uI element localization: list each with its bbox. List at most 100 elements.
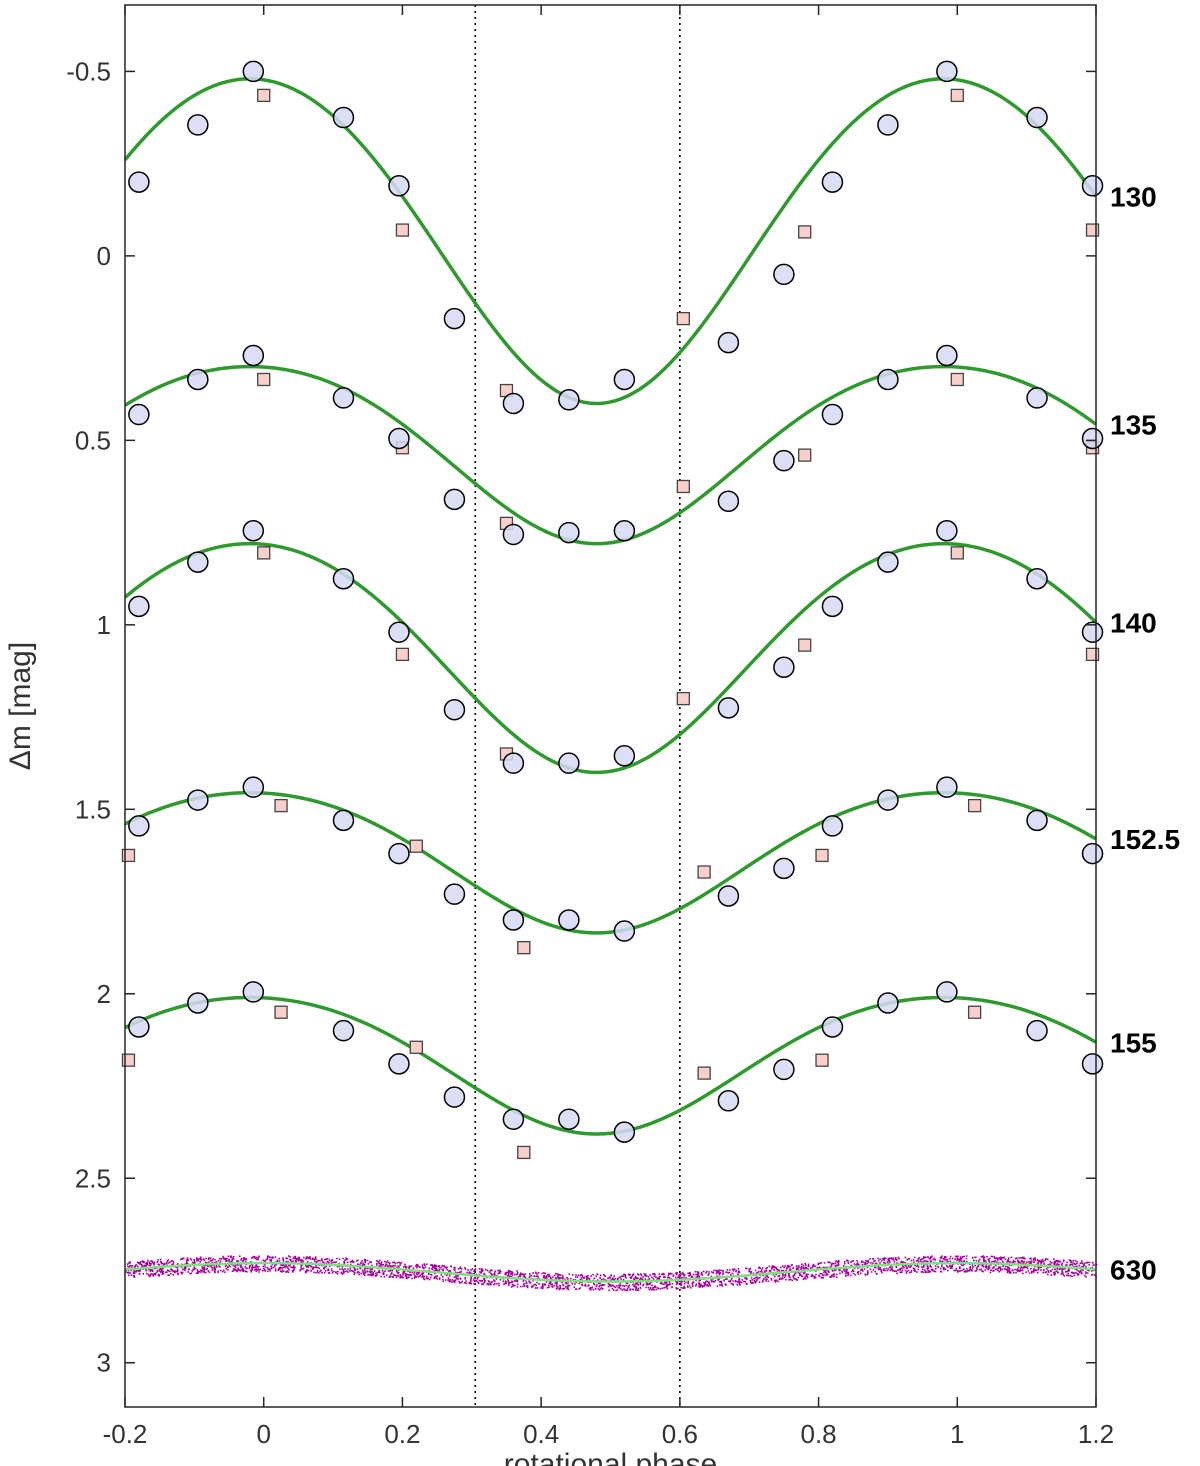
y-tick-label: 1	[97, 610, 111, 640]
circle-point	[1081, 1053, 1104, 1075]
circle-point	[936, 344, 958, 367]
circle-point	[443, 307, 466, 330]
circle-point	[1026, 106, 1048, 129]
circle-point	[242, 344, 265, 367]
circle-point	[128, 403, 150, 426]
circle-point	[388, 427, 410, 450]
square-point	[409, 1040, 423, 1054]
square-point	[967, 798, 982, 813]
circle-point	[558, 752, 580, 774]
square-point	[697, 1066, 711, 1080]
circle-point	[128, 595, 150, 618]
x-tick-label: 0	[256, 1419, 270, 1449]
x-tick-label: 1.2	[1078, 1419, 1114, 1449]
x-tick-label: 0.8	[800, 1419, 836, 1449]
series-label-4: 155	[1110, 1027, 1157, 1058]
series-labels: 130 135 140 152.5 155 630	[1110, 181, 1180, 1285]
square-point	[798, 638, 812, 652]
square-point	[798, 448, 812, 462]
square-point	[676, 479, 690, 494]
circle-point	[773, 449, 795, 472]
circle-point	[821, 815, 844, 837]
circle-point	[242, 776, 265, 798]
tick-labels: -0.2 0 0.2 0.4 0.6 0.8 1 1.2 -0.5 0 0.5 1 1.5 2 2.5 3	[66, 56, 1114, 1449]
circle-point	[128, 1016, 150, 1038]
circle-point	[877, 368, 899, 391]
square-point	[798, 225, 812, 239]
fit-curves	[123, 77, 1098, 1283]
square-point	[697, 865, 711, 879]
fit-line-135	[124, 364, 1098, 546]
square-point	[950, 546, 964, 560]
fit-line-630	[124, 1261, 1097, 1283]
square-point	[257, 546, 271, 560]
photometry-scatter	[125, 1255, 1098, 1292]
circle-point	[1081, 427, 1104, 450]
circle-point	[502, 1108, 525, 1130]
fit-line-140	[123, 541, 1098, 775]
y-axis-title: Δm [mag]	[4, 642, 37, 770]
circle-point	[558, 521, 580, 544]
circle-point	[821, 1016, 844, 1038]
circle-point	[1081, 175, 1104, 197]
circle-point	[773, 656, 795, 679]
circle-point	[1081, 621, 1104, 643]
square-point	[967, 1005, 982, 1019]
square-point	[257, 372, 271, 387]
square-point	[950, 88, 964, 103]
axis-ticks	[124, 5, 1097, 1407]
circle-point	[773, 263, 795, 286]
circle-point	[388, 621, 410, 643]
fit-line-130	[123, 77, 1098, 406]
circle-point	[558, 389, 580, 411]
circle-point	[773, 1058, 795, 1081]
circle-point	[187, 789, 209, 811]
square-point	[517, 1145, 531, 1160]
circle-point	[613, 920, 636, 942]
circle-point	[242, 60, 265, 83]
circle-point	[877, 551, 899, 573]
circle-point	[187, 368, 209, 391]
y-tick-label: -0.5	[66, 56, 111, 86]
circle-point	[1026, 387, 1048, 409]
circle-point	[773, 857, 795, 880]
circle-point	[613, 1121, 636, 1143]
circle-point	[877, 114, 899, 136]
square-point	[950, 372, 964, 387]
circle-point	[717, 1090, 740, 1112]
y-tick-label: 0.5	[75, 425, 111, 455]
plot-frame	[124, 4, 1097, 1408]
circle-point	[936, 776, 958, 798]
circle-point	[128, 815, 150, 837]
x-tick-label: 0.4	[523, 1419, 559, 1449]
series-label-0: 130	[1110, 181, 1157, 212]
reference-lines	[474, 5, 681, 1407]
circle-point	[936, 60, 958, 83]
circle-point	[936, 981, 958, 1003]
circle-point	[332, 1019, 355, 1042]
circle-point	[128, 171, 150, 193]
circle-point	[502, 523, 525, 546]
circle-point	[877, 789, 899, 811]
circle-point	[613, 368, 636, 391]
circle-point	[717, 490, 740, 512]
circle-point	[187, 114, 209, 136]
circle-point	[443, 698, 466, 721]
square-point	[815, 848, 829, 863]
square-point	[409, 839, 423, 853]
circle-point	[332, 809, 355, 832]
circle-point	[1026, 567, 1048, 590]
square-point	[274, 798, 288, 813]
x-tick-label: -0.2	[103, 1419, 148, 1449]
square-point	[257, 88, 271, 103]
square-point	[676, 311, 690, 326]
data-markers	[121, 60, 1104, 1160]
circle-point	[388, 1053, 410, 1075]
circle-point	[613, 745, 636, 767]
series-label-5: 630	[1110, 1254, 1157, 1285]
circle-point	[242, 981, 265, 1003]
circle-point	[936, 520, 958, 542]
circle-point	[443, 488, 466, 511]
circle-point	[1026, 809, 1048, 832]
